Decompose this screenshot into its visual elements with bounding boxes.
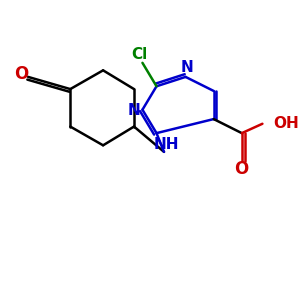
Text: O: O	[234, 160, 248, 178]
Text: O: O	[14, 65, 29, 83]
Text: OH: OH	[274, 116, 299, 131]
Text: Cl: Cl	[131, 47, 148, 62]
Text: N: N	[180, 60, 193, 75]
Text: NH: NH	[153, 137, 178, 152]
Text: N: N	[128, 103, 140, 118]
